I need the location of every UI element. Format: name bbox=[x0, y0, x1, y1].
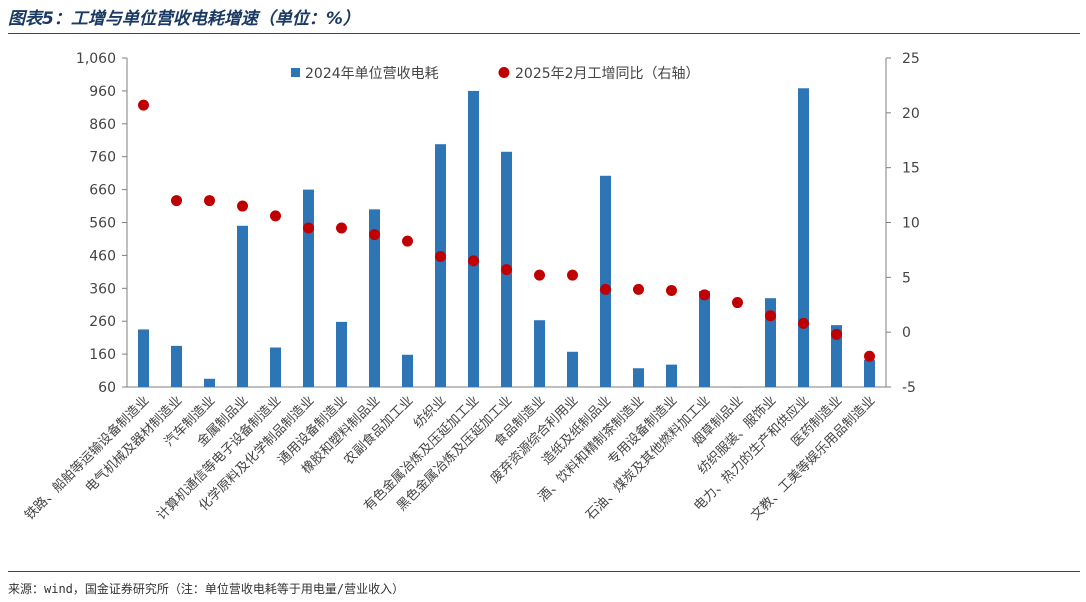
left-axis-tick-label: 760 bbox=[89, 150, 116, 166]
bar bbox=[666, 364, 677, 387]
bar bbox=[567, 351, 578, 387]
data-point bbox=[204, 195, 215, 207]
left-axis-tick-label: 660 bbox=[89, 183, 116, 199]
data-point bbox=[435, 250, 446, 262]
bar bbox=[138, 329, 149, 387]
right-axis-tick-label: 10 bbox=[902, 216, 920, 232]
left-axis-tick-label: 60 bbox=[98, 380, 116, 396]
data-point bbox=[534, 269, 545, 281]
bar bbox=[237, 225, 248, 387]
data-point bbox=[468, 255, 479, 267]
data-point bbox=[171, 195, 182, 207]
data-point bbox=[864, 350, 875, 362]
bar bbox=[600, 175, 611, 387]
data-point bbox=[699, 289, 710, 301]
data-point bbox=[798, 317, 809, 329]
bar bbox=[171, 345, 182, 387]
source-note: 来源：wind，国金证券研究所（注：单位营收电耗等于用电量/营业收入） bbox=[8, 582, 405, 596]
data-point bbox=[402, 235, 413, 247]
bar bbox=[699, 290, 710, 387]
bar bbox=[732, 387, 743, 388]
data-point bbox=[369, 229, 380, 241]
data-point bbox=[270, 210, 281, 222]
left-axis-tick-label: 460 bbox=[89, 248, 116, 264]
left-axis-tick-label: 260 bbox=[89, 314, 116, 330]
data-point bbox=[138, 99, 149, 111]
legend-dot-label: 2025年2月工增同比（右轴） bbox=[515, 66, 700, 82]
bar bbox=[303, 189, 314, 387]
bar bbox=[864, 359, 875, 387]
left-axis-tick-label: 560 bbox=[89, 216, 116, 232]
data-point bbox=[666, 284, 677, 296]
right-axis-tick-label: 15 bbox=[902, 161, 920, 177]
data-point bbox=[732, 297, 743, 309]
right-axis-tick-label: 5 bbox=[902, 270, 911, 286]
chart: 60 160 260 360 460 560 660 760 860 960 1,060 -5 0 5 10… bbox=[22, 51, 920, 524]
bar bbox=[402, 354, 413, 387]
data-point bbox=[336, 222, 347, 234]
bar bbox=[369, 209, 380, 387]
data-point bbox=[303, 222, 314, 234]
bar bbox=[534, 320, 545, 387]
left-axis-tick-label: 1,060 bbox=[76, 51, 116, 67]
data-point bbox=[237, 200, 248, 212]
legend-bar-swatch bbox=[291, 68, 300, 77]
bar bbox=[468, 90, 479, 388]
left-axis-tick-label: 160 bbox=[89, 347, 116, 363]
bar bbox=[435, 144, 446, 387]
data-point bbox=[633, 283, 644, 295]
data-point bbox=[600, 283, 611, 295]
left-axis-tick-label: 360 bbox=[89, 281, 116, 297]
bar bbox=[633, 368, 644, 387]
bar bbox=[765, 298, 776, 387]
bar bbox=[270, 347, 281, 387]
data-point bbox=[501, 264, 512, 276]
footer-rule bbox=[8, 571, 1080, 572]
left-axis-tick-label: 860 bbox=[89, 117, 116, 133]
right-axis-tick-label: -5 bbox=[902, 380, 916, 396]
bar bbox=[798, 88, 809, 387]
data-point bbox=[765, 310, 776, 322]
left-axis-tick-label: 960 bbox=[89, 84, 116, 100]
bar bbox=[204, 378, 215, 387]
right-axis-tick-label: 0 bbox=[902, 325, 911, 341]
legend-bar-label: 2024年单位营收电耗 bbox=[305, 66, 439, 82]
bar bbox=[336, 321, 347, 387]
legend-dot-swatch bbox=[498, 67, 510, 78]
bar bbox=[831, 325, 842, 387]
data-point bbox=[567, 269, 578, 281]
right-axis-tick-label: 25 bbox=[902, 51, 920, 67]
right-axis-tick-label: 20 bbox=[902, 106, 920, 122]
figure-title: 图表5：工增与单位营收电耗增速（单位：%） bbox=[8, 9, 360, 29]
title-rule bbox=[8, 33, 1080, 34]
category-label: 铁路、船舶等运输设备制造业 bbox=[22, 393, 153, 524]
data-point bbox=[831, 328, 842, 340]
